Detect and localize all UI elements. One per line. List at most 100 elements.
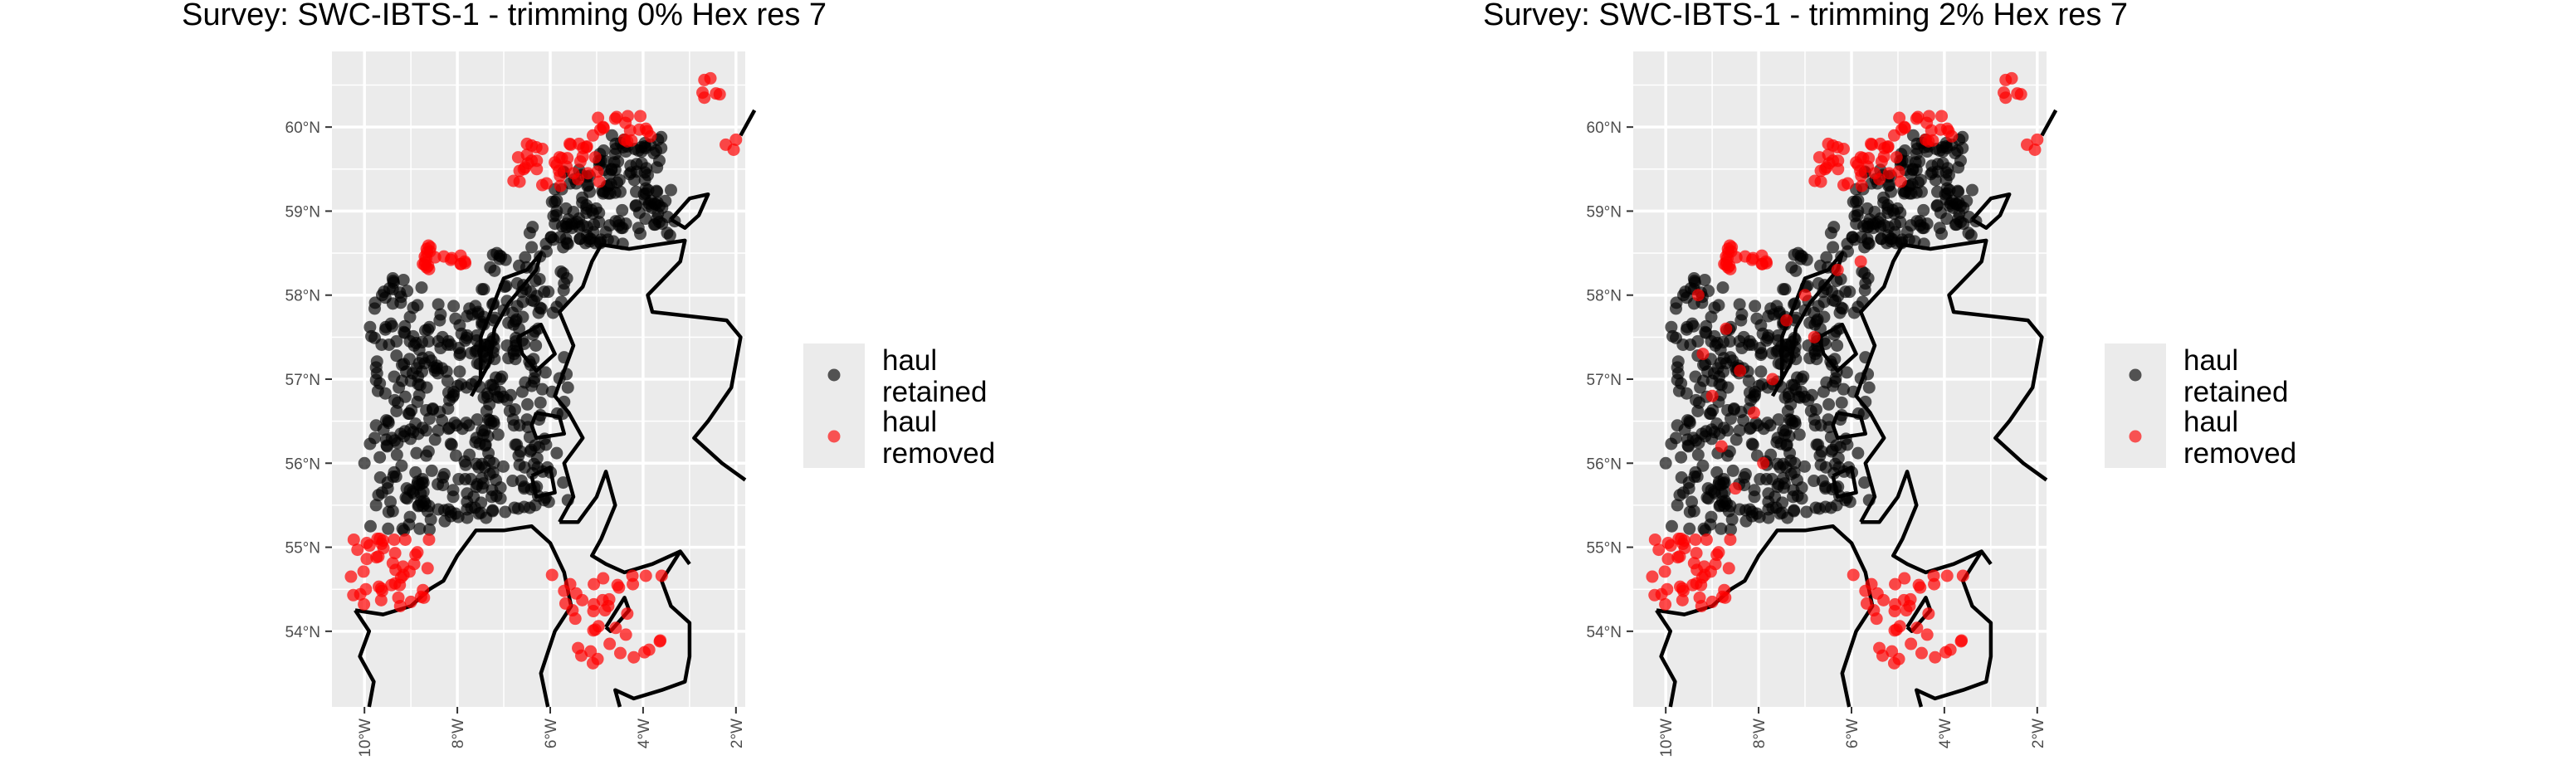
haul-removed-point xyxy=(655,569,668,582)
haul-retained-point xyxy=(539,438,553,451)
haul-retained-point xyxy=(373,377,387,390)
haul-removed-point xyxy=(1956,569,1969,582)
haul-removed-point xyxy=(2005,71,2018,85)
haul-removed-point xyxy=(1705,389,1719,402)
haul-retained-point xyxy=(453,365,466,378)
haul-retained-point xyxy=(416,352,429,365)
haul-retained-point xyxy=(1779,460,1793,474)
haul-retained-point xyxy=(1671,367,1685,380)
haul-retained-point xyxy=(1843,495,1856,509)
haul-removed-point xyxy=(1842,177,1855,190)
haul-retained-point xyxy=(1691,448,1705,461)
haul-retained-point xyxy=(561,494,574,507)
haul-retained-point xyxy=(1858,476,1871,490)
haul-removed-point xyxy=(621,607,634,621)
haul-retained-point xyxy=(1748,484,1761,497)
coastline-segment xyxy=(1861,470,1993,575)
haul-removed-point xyxy=(2011,87,2024,100)
haul-retained-point xyxy=(1754,347,1768,360)
haul-retained-point xyxy=(1965,183,1978,197)
haul-retained-point xyxy=(358,456,371,470)
haul-removed-point xyxy=(1808,330,1821,343)
haul-retained-point xyxy=(460,417,473,430)
haul-retained-point xyxy=(459,458,472,471)
haul-retained-point xyxy=(1862,494,1876,507)
haul-removed-point xyxy=(1827,139,1840,152)
haul-retained-point xyxy=(1819,500,1832,514)
haul-removed-point xyxy=(1927,569,1940,582)
haul-removed-point xyxy=(1999,91,2013,105)
haul-retained-point xyxy=(1774,340,1788,353)
haul-retained-point xyxy=(508,501,521,514)
haul-retained-point xyxy=(1933,222,1946,235)
legend-key-removed xyxy=(2129,430,2142,443)
haul-removed-point xyxy=(729,133,743,146)
haul-retained-point xyxy=(378,291,392,304)
coastline-segment xyxy=(559,470,691,575)
haul-retained-point xyxy=(499,505,512,519)
haul-removed-point xyxy=(1659,597,1672,611)
legend-label: haul xyxy=(2183,344,2238,377)
x-tick-label: 2°W xyxy=(729,719,746,748)
haul-retained-point xyxy=(482,413,495,426)
haul-retained-point xyxy=(1675,377,1688,390)
legend-label: retained xyxy=(882,376,987,408)
haul-retained-point xyxy=(1785,261,1798,274)
haul-removed-point xyxy=(588,151,602,164)
haul-retained-point xyxy=(432,478,445,491)
haul-retained-point xyxy=(373,451,387,464)
haul-retained-point xyxy=(1696,374,1710,387)
haul-retained-point xyxy=(1709,339,1722,352)
haul-removed-point xyxy=(411,546,424,559)
haul-retained-point xyxy=(512,449,525,462)
haul-retained-point xyxy=(1734,314,1748,327)
haul-retained-point xyxy=(363,320,377,334)
haul-retained-point xyxy=(1713,499,1726,513)
haul-retained-point xyxy=(632,222,645,235)
haul-removed-point xyxy=(1755,249,1769,262)
haul-retained-point xyxy=(469,375,482,388)
haul-retained-point xyxy=(411,395,424,408)
haul-removed-point xyxy=(422,533,436,546)
haul-retained-point xyxy=(1698,273,1711,286)
haul-removed-point xyxy=(1808,174,1822,188)
haul-retained-point xyxy=(1951,184,1964,197)
haul-retained-point xyxy=(1889,218,1902,231)
haul-removed-point xyxy=(1920,133,1933,146)
haul-removed-point xyxy=(1689,533,1702,546)
haul-retained-point xyxy=(409,417,422,431)
haul-retained-point xyxy=(524,483,538,496)
haul-retained-point xyxy=(398,358,411,371)
haul-removed-point xyxy=(351,543,364,557)
haul-retained-point xyxy=(1717,352,1730,365)
haul-retained-point xyxy=(1771,431,1784,445)
haul-removed-point xyxy=(422,262,436,275)
y-tick-label: 59°N xyxy=(1587,203,1622,221)
haul-removed-point xyxy=(1655,587,1668,601)
haul-removed-point xyxy=(1720,322,1733,335)
haul-retained-point xyxy=(425,464,438,477)
coastline-segment xyxy=(1915,550,1993,708)
haul-removed-point xyxy=(404,595,417,608)
haul-retained-point xyxy=(642,197,656,210)
legend-key-retained xyxy=(827,368,841,382)
haul-retained-point xyxy=(1742,338,1755,351)
haul-retained-point xyxy=(1798,390,1811,403)
haul-retained-point xyxy=(518,460,531,474)
haul-removed-point xyxy=(1861,160,1875,173)
haul-removed-point xyxy=(1705,595,1719,608)
haul-retained-point xyxy=(1819,460,1832,474)
coastline-segment xyxy=(1655,609,1677,708)
haul-retained-point xyxy=(386,271,399,285)
haul-removed-point xyxy=(357,565,370,578)
haul-removed-point xyxy=(1854,151,1867,164)
haul-removed-point xyxy=(1676,593,1689,607)
haul-retained-point xyxy=(1700,326,1713,339)
haul-retained-point xyxy=(420,424,433,437)
haul-removed-point xyxy=(1892,165,1905,178)
haul-retained-point xyxy=(1705,510,1718,524)
y-axis-ticks: 54°N 55°N 56°N 57°N 58°N 59°N 60°N xyxy=(285,119,332,641)
legend-label: haul xyxy=(882,406,937,438)
haul-removed-point xyxy=(374,593,388,607)
haul-retained-point xyxy=(1914,173,1927,187)
